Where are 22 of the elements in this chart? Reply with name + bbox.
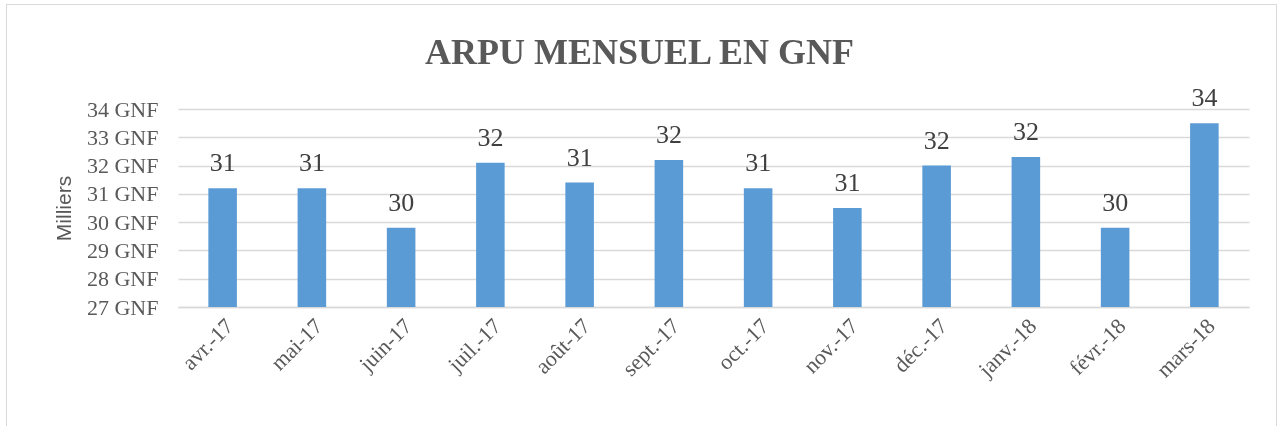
y-tick-label: 30 GNF (86, 209, 159, 235)
y-tick-label: 33 GNF (86, 124, 159, 150)
data-label: 31 (834, 168, 861, 197)
data-label: 31 (566, 142, 593, 172)
y-tick-label: 29 GNF (86, 237, 159, 263)
data-label: 31 (298, 148, 325, 178)
data-label: 34 (1191, 83, 1218, 113)
y-tick-label: 28 GNF (86, 266, 159, 292)
data-label: 32 (923, 125, 950, 155)
data-label: 32 (655, 119, 682, 149)
data-label: 32 (1012, 117, 1039, 147)
data-label: 32 (477, 122, 504, 152)
data-label: 30 (1102, 187, 1129, 217)
chart-title: ARPU MENSUEL EN GNF (424, 32, 855, 73)
y-tick-label: 32 GNF (86, 153, 159, 179)
data-label: 31 (745, 148, 772, 178)
y-tick-label: 34 GNF (86, 96, 159, 122)
y-tick-label: 27 GNF (86, 294, 159, 320)
data-label: 31 (209, 148, 236, 178)
y-tick-label: 31 GNF (86, 181, 159, 207)
y-axis-title: Milliers (51, 175, 75, 242)
data-label: 30 (388, 187, 415, 217)
